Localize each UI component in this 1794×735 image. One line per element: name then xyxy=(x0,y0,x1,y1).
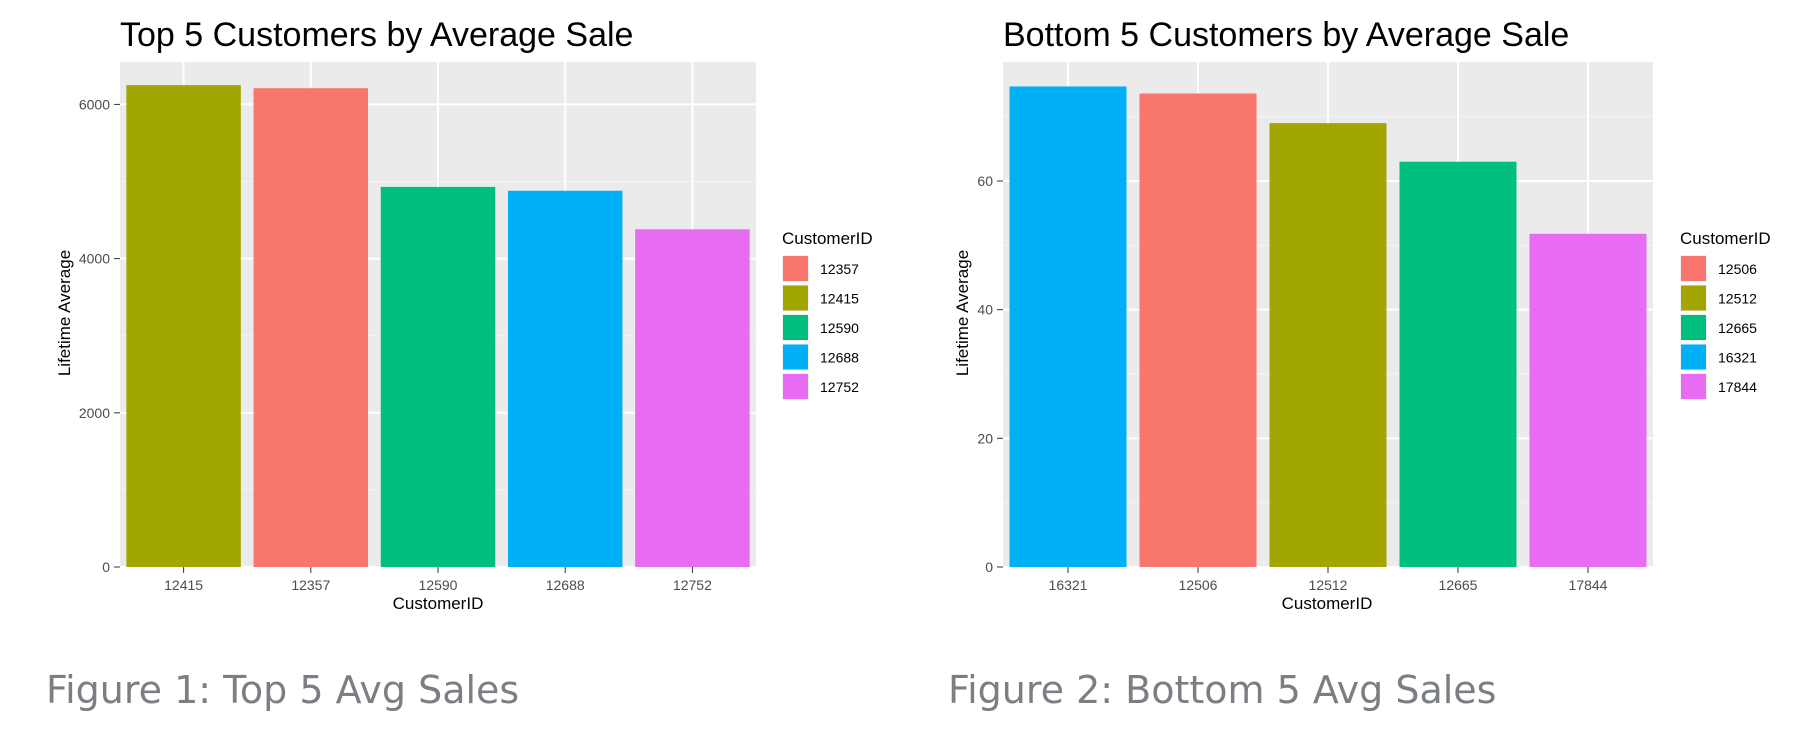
x-tick-label: 12752 xyxy=(673,577,712,593)
legend-swatch-12512 xyxy=(1681,285,1706,311)
legend-label: 12357 xyxy=(820,261,859,277)
x-tick-label: 16321 xyxy=(1049,577,1088,593)
bar-12506 xyxy=(1139,93,1257,568)
legend-label: 12590 xyxy=(820,320,859,336)
x-tick-label: 12665 xyxy=(1439,577,1478,593)
bar-12688 xyxy=(507,190,623,567)
legend-label: 17844 xyxy=(1718,379,1757,395)
legend-label: 12415 xyxy=(820,291,859,307)
legend-swatch-12357 xyxy=(783,256,808,281)
y-tick-label: 4000 xyxy=(79,251,110,267)
legend-swatch-12590 xyxy=(783,315,808,340)
y-tick-label: 20 xyxy=(977,430,993,446)
legend-swatch-12665 xyxy=(1681,315,1706,340)
x-axis-title: CustomerID xyxy=(393,594,484,613)
legend-swatch-12688 xyxy=(783,344,808,370)
x-tick-label: 17844 xyxy=(1569,577,1608,593)
legend-title: CustomerID xyxy=(1680,229,1771,248)
legend-label: 12506 xyxy=(1718,261,1757,277)
y-tick-label: 6000 xyxy=(79,96,110,112)
x-tick-label: 12590 xyxy=(419,577,458,593)
figure-caption: Figure 2: Bottom 5 Avg Sales xyxy=(948,668,1497,712)
legend-label: 12752 xyxy=(820,379,859,395)
x-tick-label: 12688 xyxy=(546,577,585,593)
chart-title: Bottom 5 Customers by Average Sale xyxy=(1003,16,1569,54)
legend-label: 12665 xyxy=(1718,320,1757,336)
legend-label: 12512 xyxy=(1718,291,1757,307)
bar-12752 xyxy=(635,229,750,567)
plot-area: 0 20 40 60 16321 12506 12512 12665 17844 xyxy=(977,62,1653,593)
figure-caption: Figure 1: Top 5 Avg Sales xyxy=(46,668,520,712)
top-5-chart-panel: 0 2000 4000 6000 12415 12357 12590 12688 12752 T… xyxy=(46,16,873,712)
y-tick-label: 2000 xyxy=(79,405,110,421)
legend-swatch-12506 xyxy=(1681,256,1706,281)
bar-12665 xyxy=(1399,161,1517,567)
legend-swatch-12415 xyxy=(783,285,808,311)
y-tick-label: 0 xyxy=(102,559,110,575)
plot-area: 0 2000 4000 6000 12415 12357 12590 12688 12752 xyxy=(79,62,756,593)
y-tick-label: 60 xyxy=(977,173,993,189)
x-axis-title: CustomerID xyxy=(1282,594,1373,613)
bar-12512 xyxy=(1269,123,1387,567)
bar-12415 xyxy=(126,85,241,568)
top-5-bar-chart: 0 2000 4000 6000 12415 12357 12590 12688 12752 T… xyxy=(55,16,873,613)
y-axis-title: Lifetime Average xyxy=(953,250,972,376)
legend-swatch-12752 xyxy=(783,374,808,399)
legend-swatch-17844 xyxy=(1681,374,1706,399)
legend-swatch-16321 xyxy=(1681,344,1706,370)
legend-title: CustomerID xyxy=(782,229,873,248)
bottom-5-bar-chart: 0 20 40 60 16321 12506 12512 12665 17844 Bottom … xyxy=(953,16,1771,613)
bar-12590 xyxy=(380,186,496,567)
bar-16321 xyxy=(1009,86,1127,567)
bar-12357 xyxy=(253,88,369,567)
x-tick-label: 12506 xyxy=(1179,577,1218,593)
legend-label: 16321 xyxy=(1718,350,1757,366)
bottom-5-chart-panel: 0 20 40 60 16321 12506 12512 12665 17844 Bottom … xyxy=(897,0,1794,735)
x-tick-label: 12357 xyxy=(291,577,330,593)
legend-label: 12688 xyxy=(820,350,859,366)
y-axis-title: Lifetime Average xyxy=(55,250,74,376)
chart-title: Top 5 Customers by Average Sale xyxy=(120,16,633,54)
y-tick-label: 0 xyxy=(985,559,993,575)
x-tick-label: 12415 xyxy=(164,577,203,593)
x-tick-label: 12512 xyxy=(1309,577,1348,593)
y-tick-label: 40 xyxy=(977,302,993,318)
bar-17844 xyxy=(1529,233,1647,567)
